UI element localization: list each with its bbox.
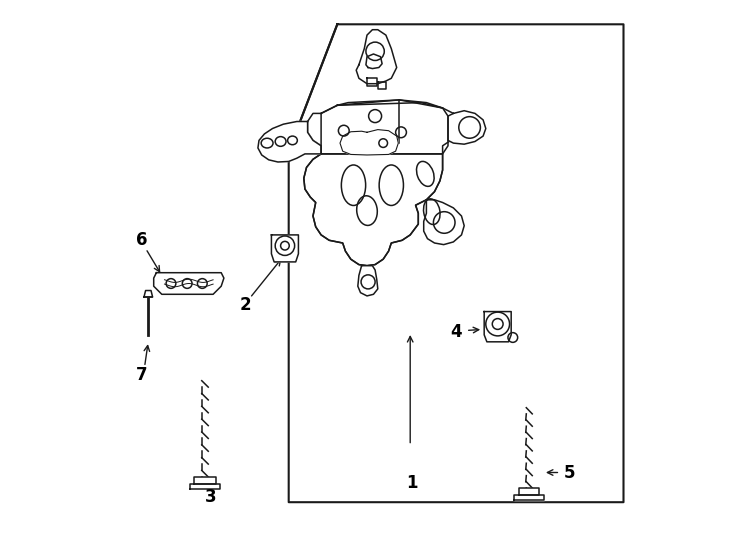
Polygon shape [272,235,299,262]
Text: 1: 1 [406,474,418,492]
Text: 2: 2 [240,296,251,314]
Polygon shape [357,266,378,296]
Polygon shape [153,273,224,294]
Polygon shape [356,30,396,84]
Polygon shape [515,495,544,500]
Text: 6: 6 [136,231,147,249]
Polygon shape [144,291,153,297]
Text: 5: 5 [564,463,575,482]
Polygon shape [340,130,399,155]
Polygon shape [304,100,459,266]
Polygon shape [258,122,321,162]
Text: 4: 4 [450,323,462,341]
Text: 3: 3 [205,488,217,506]
Polygon shape [195,477,216,484]
Polygon shape [448,111,486,144]
Polygon shape [190,484,220,489]
Polygon shape [424,200,464,245]
Polygon shape [304,154,443,266]
Polygon shape [484,312,511,342]
Polygon shape [288,24,623,502]
Polygon shape [519,488,539,495]
Text: 7: 7 [136,366,147,384]
